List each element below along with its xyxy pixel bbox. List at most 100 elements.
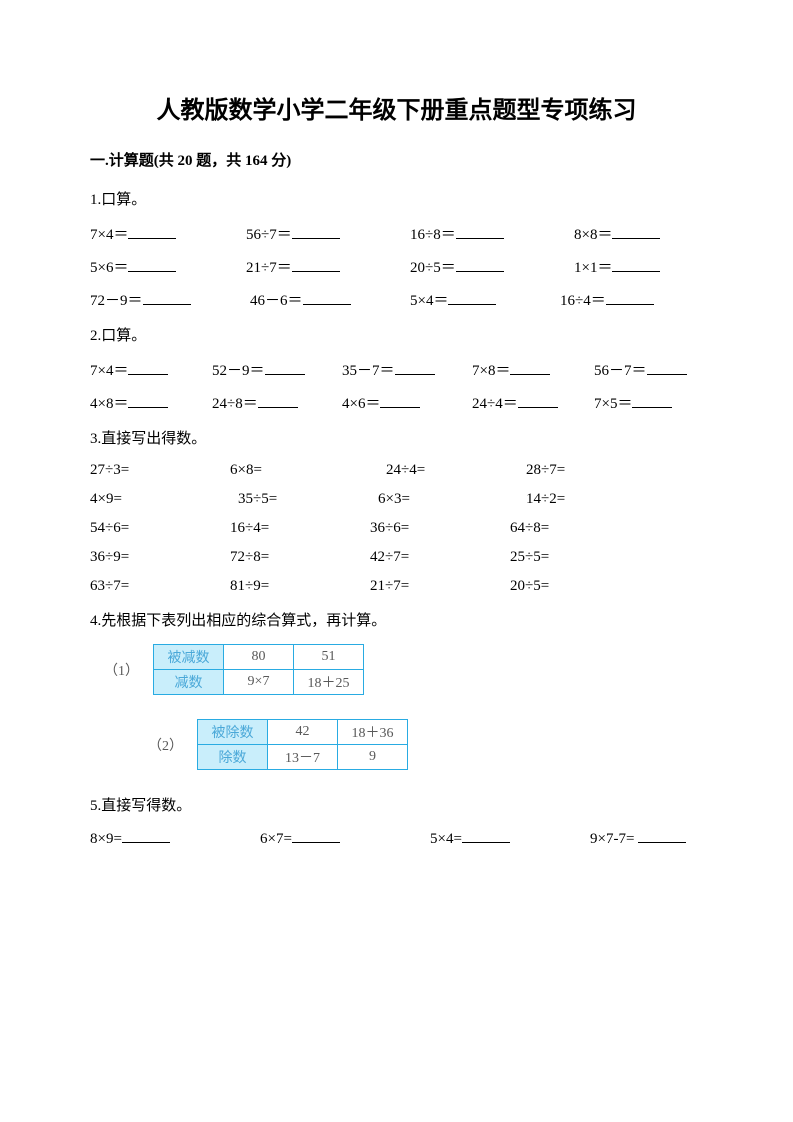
q3-row: 36÷9= 72÷8= 42÷7= 25÷5= (90, 549, 703, 566)
q1-row: 7×4＝ 56÷7＝ 16÷8＝ 8×8＝ (90, 223, 703, 244)
answer-blank[interactable] (292, 829, 340, 843)
cell: 13－7 (268, 745, 338, 770)
expr: 24÷8＝ (212, 396, 258, 412)
expr: 52－9＝ (212, 363, 265, 379)
q1-row: 72－9＝ 46－6＝ 5×4＝ 16÷4＝ (90, 289, 703, 310)
answer-blank[interactable] (647, 361, 687, 375)
q3-row: 4×9= 35÷5= 6×3= 14÷2= (90, 491, 703, 508)
cell: 42 (268, 720, 338, 745)
answer-blank[interactable] (518, 394, 558, 408)
answer-blank[interactable] (606, 291, 654, 305)
expr: 4×6＝ (342, 396, 380, 412)
expr: 1×1＝ (574, 260, 612, 276)
answer-blank[interactable] (303, 291, 351, 305)
answer-blank[interactable] (612, 258, 660, 272)
expr: 7×4＝ (90, 363, 128, 379)
q4-t1-tag: （1） (104, 660, 139, 680)
q1-label: 1.口算。 (90, 188, 703, 209)
cell: 除数 (198, 745, 268, 770)
expr: 24÷4= (386, 462, 526, 479)
expr: 16÷8＝ (410, 227, 456, 243)
q3-row: 54÷6= 16÷4= 36÷6= 64÷8= (90, 520, 703, 537)
expr: 81÷9= (230, 578, 370, 595)
expr: 54÷6= (90, 520, 230, 537)
expr: 72÷8= (230, 549, 370, 566)
answer-blank[interactable] (292, 258, 340, 272)
q5-label: 5.直接写得数。 (90, 794, 703, 815)
table-row: 除数 13－7 9 (198, 745, 408, 770)
answer-blank[interactable] (128, 225, 176, 239)
answer-blank[interactable] (128, 361, 168, 375)
expr: 9×7-7= (590, 831, 634, 847)
expr: 8×8＝ (574, 227, 612, 243)
q2-row: 7×4＝ 52－9＝ 35－7＝ 7×8＝ 56－7＝ (90, 359, 703, 380)
q4-t2-tag: （2） (148, 735, 183, 755)
expr: 8×9= (90, 831, 122, 847)
expr: 63÷7= (90, 578, 230, 595)
expr: 35÷5= (238, 491, 378, 508)
answer-blank[interactable] (128, 258, 176, 272)
cell: 18＋25 (294, 670, 364, 695)
q4-table1: 被减数 80 51 减数 9×7 18＋25 (153, 644, 364, 695)
expr: 35－7＝ (342, 363, 395, 379)
q3-label: 3.直接写出得数。 (90, 427, 703, 448)
expr: 56－7＝ (594, 363, 647, 379)
expr: 16÷4＝ (560, 293, 606, 309)
q4-table1-wrap: （1） 被减数 80 51 减数 9×7 18＋25 (104, 644, 703, 695)
answer-blank[interactable] (510, 361, 550, 375)
section-header: 一.计算题(共 20 题，共 164 分) (90, 149, 703, 170)
expr: 5×4＝ (410, 293, 448, 309)
expr: 21÷7＝ (246, 260, 292, 276)
answer-blank[interactable] (380, 394, 420, 408)
answer-blank[interactable] (258, 394, 298, 408)
q3-row: 27÷3= 6×8= 24÷4= 28÷7= (90, 462, 703, 479)
answer-blank[interactable] (462, 829, 510, 843)
expr: 7×5＝ (594, 396, 632, 412)
answer-blank[interactable] (395, 361, 435, 375)
expr: 6×8= (230, 462, 386, 479)
answer-blank[interactable] (128, 394, 168, 408)
answer-blank[interactable] (612, 225, 660, 239)
expr: 36÷6= (370, 520, 510, 537)
q2-row: 4×8＝ 24÷8＝ 4×6＝ 24÷4＝ 7×5＝ (90, 392, 703, 413)
q4-label: 4.先根据下表列出相应的综合算式，再计算。 (90, 609, 703, 630)
answer-blank[interactable] (638, 829, 686, 843)
expr: 14÷2= (526, 491, 565, 508)
expr: 20÷5＝ (410, 260, 456, 276)
expr: 7×4＝ (90, 227, 128, 243)
expr: 4×9= (90, 491, 238, 508)
q2-label: 2.口算。 (90, 324, 703, 345)
expr: 4×8＝ (90, 396, 128, 412)
cell: 51 (294, 645, 364, 670)
cell: 被除数 (198, 720, 268, 745)
answer-blank[interactable] (448, 291, 496, 305)
q4-table2: 被除数 42 18＋36 除数 13－7 9 (197, 719, 408, 770)
expr: 72－9＝ (90, 293, 143, 309)
expr: 6×7= (260, 831, 292, 847)
answer-blank[interactable] (143, 291, 191, 305)
table-row: 被减数 80 51 (154, 645, 364, 670)
expr: 42÷7= (370, 549, 510, 566)
page-title: 人教版数学小学二年级下册重点题型专项练习 (90, 90, 703, 125)
table-row: 减数 9×7 18＋25 (154, 670, 364, 695)
answer-blank[interactable] (265, 361, 305, 375)
expr: 20÷5= (510, 578, 549, 595)
answer-blank[interactable] (122, 829, 170, 843)
expr: 16÷4= (230, 520, 370, 537)
answer-blank[interactable] (292, 225, 340, 239)
expr: 21÷7= (370, 578, 510, 595)
worksheet-page: 人教版数学小学二年级下册重点题型专项练习 一.计算题(共 20 题，共 164 … (0, 0, 793, 1122)
answer-blank[interactable] (456, 258, 504, 272)
table-row: 被除数 42 18＋36 (198, 720, 408, 745)
expr: 25÷5= (510, 549, 549, 566)
answer-blank[interactable] (456, 225, 504, 239)
expr: 6×3= (378, 491, 526, 508)
answer-blank[interactable] (632, 394, 672, 408)
expr: 64÷8= (510, 520, 549, 537)
expr: 7×8＝ (472, 363, 510, 379)
cell: 被减数 (154, 645, 224, 670)
expr: 46－6＝ (250, 293, 303, 309)
cell: 9×7 (224, 670, 294, 695)
expr: 5×4= (430, 831, 462, 847)
expr: 36÷9= (90, 549, 230, 566)
